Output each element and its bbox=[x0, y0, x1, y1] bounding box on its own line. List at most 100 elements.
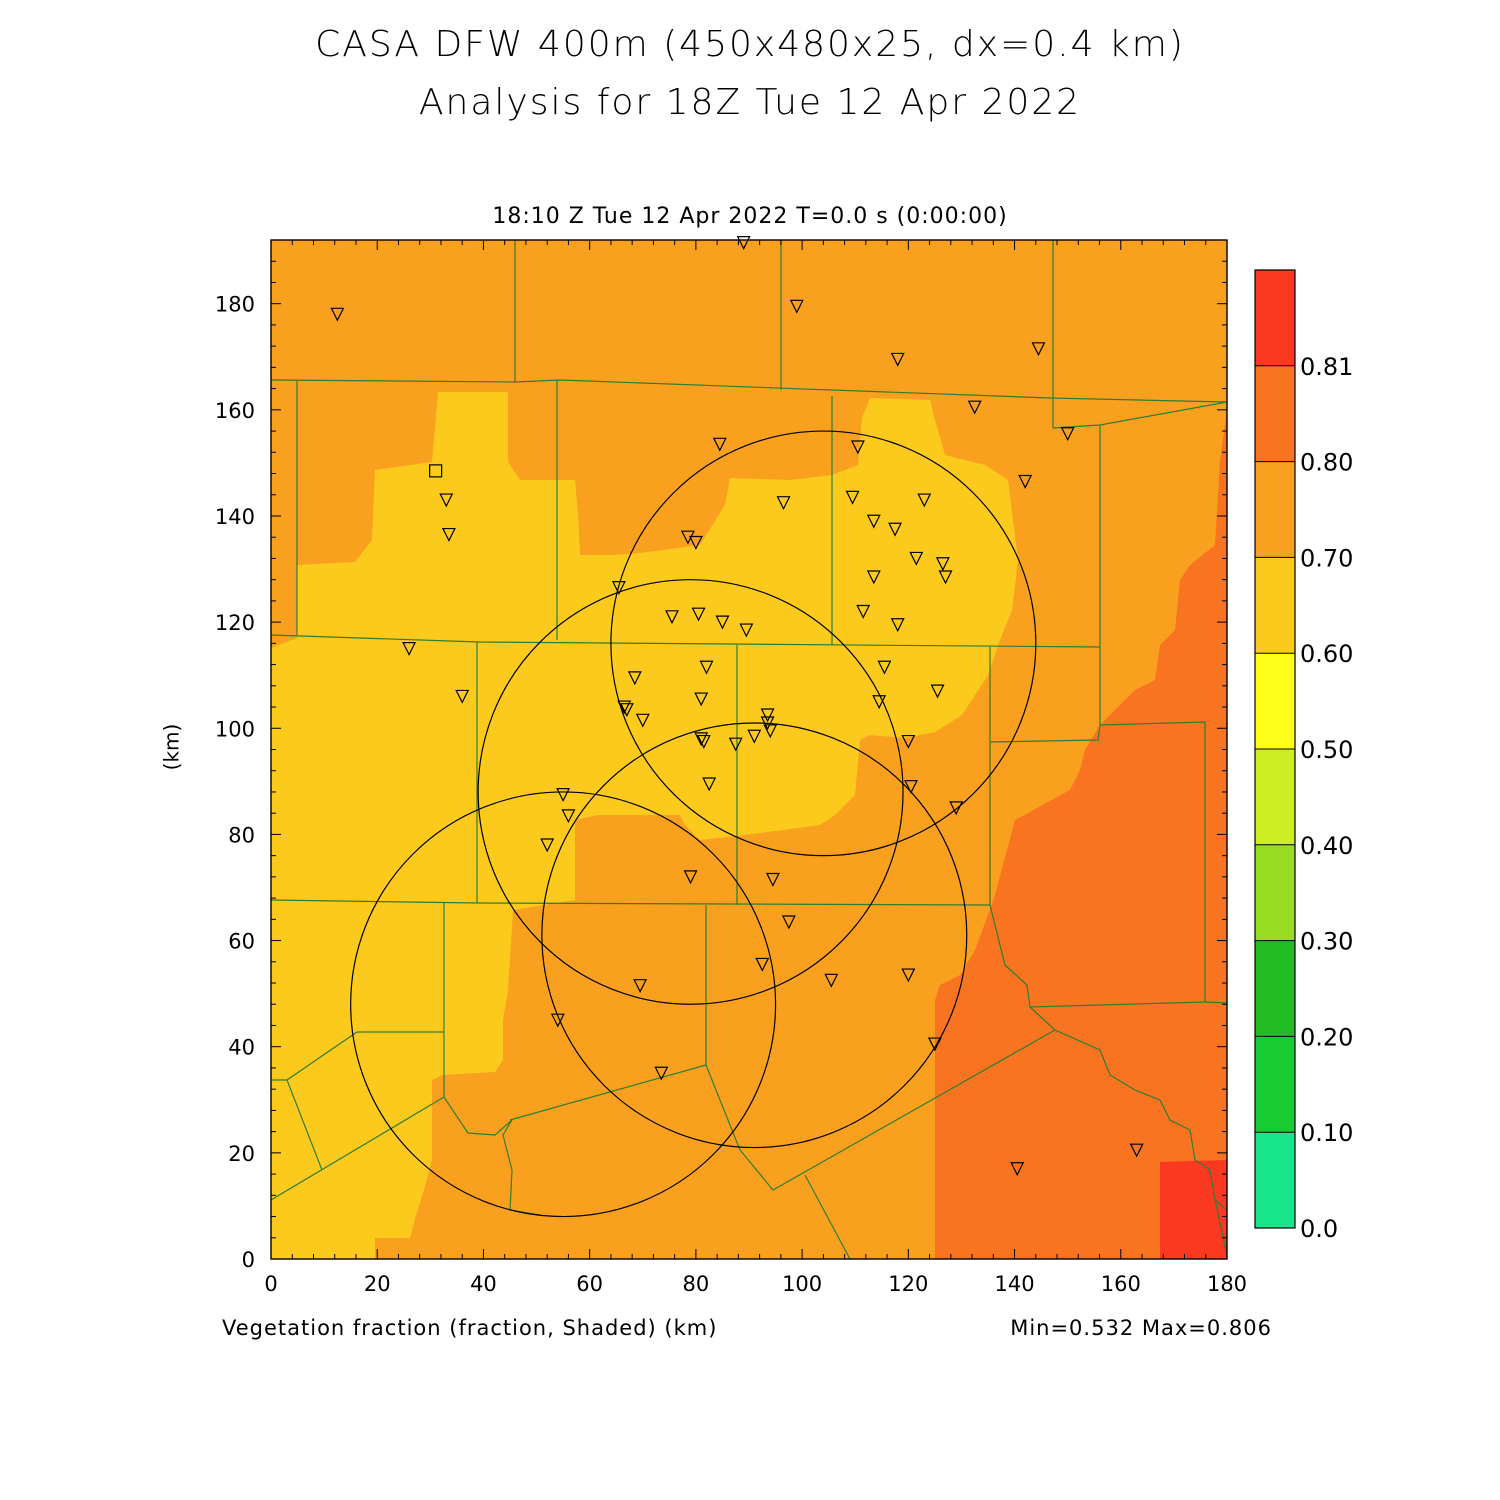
station-marker bbox=[765, 872, 780, 887]
station-marker bbox=[694, 692, 709, 707]
x-tick-label: 160 bbox=[1101, 1272, 1141, 1296]
colorbar-label: 0.10 bbox=[1300, 1119, 1353, 1147]
colorbar-swatch bbox=[1255, 1036, 1295, 1133]
station-marker bbox=[556, 788, 571, 802]
colorbar-swatch bbox=[1255, 844, 1295, 941]
colorbar-swatch bbox=[1255, 1132, 1295, 1228]
station-marker bbox=[935, 557, 950, 572]
station-marker bbox=[1018, 474, 1033, 489]
station-marker bbox=[949, 801, 964, 816]
title-line-1: CASA DFW 400m (450x480x25, dx=0.4 km) bbox=[315, 24, 1185, 65]
colorbar-swatch bbox=[1255, 365, 1295, 462]
station-marker bbox=[856, 604, 871, 619]
station-marker bbox=[890, 618, 905, 633]
station-marker bbox=[439, 493, 454, 508]
radar-ring-3 bbox=[541, 722, 968, 1149]
x-tick-label: 180 bbox=[1207, 1272, 1247, 1296]
station-marker bbox=[683, 870, 698, 885]
colorbar-label: 0.70 bbox=[1300, 544, 1353, 572]
x-tick-label: 20 bbox=[364, 1272, 391, 1296]
x-tick-label: 120 bbox=[888, 1272, 928, 1296]
station-marker bbox=[763, 724, 778, 739]
shaded-field bbox=[271, 240, 1227, 1259]
station-marker bbox=[776, 496, 791, 511]
colorbar-label: 0.60 bbox=[1300, 640, 1353, 668]
colorbar-swatch bbox=[1255, 749, 1295, 845]
station-marker bbox=[938, 570, 953, 585]
station-marker bbox=[901, 734, 916, 749]
county-boundaries bbox=[271, 240, 1227, 1259]
colorbar-label: 0.50 bbox=[1300, 736, 1353, 764]
radar-ring-2 bbox=[610, 430, 1037, 857]
station-marker bbox=[455, 689, 470, 704]
station-marker bbox=[611, 581, 626, 595]
x-tick-label: 140 bbox=[995, 1272, 1035, 1296]
y-tick-label: 180 bbox=[215, 293, 255, 317]
station-marker bbox=[888, 522, 903, 537]
colorbar-label: 0.40 bbox=[1300, 832, 1353, 860]
station-marker bbox=[680, 530, 695, 545]
square-site-marker bbox=[429, 464, 443, 478]
colorbar-label: 0.0 bbox=[1300, 1215, 1338, 1243]
station-marker bbox=[877, 660, 892, 675]
station-marker bbox=[760, 708, 775, 723]
station-marker bbox=[927, 1037, 942, 1052]
footer-variable-label: Vegetation fraction (fraction, Shaded) (… bbox=[222, 1316, 718, 1340]
station-marker bbox=[739, 623, 754, 638]
station-marker bbox=[330, 307, 345, 322]
y-tick-label: 100 bbox=[215, 717, 255, 741]
station-marker bbox=[890, 352, 905, 367]
station-marker bbox=[691, 607, 706, 622]
station-marker bbox=[561, 809, 576, 824]
colorbar-swatch bbox=[1255, 461, 1295, 558]
shade-0.50-0.60-region bbox=[271, 392, 1018, 1259]
station-marker bbox=[904, 780, 918, 794]
y-tick-label: 80 bbox=[228, 823, 255, 847]
station-marker bbox=[617, 700, 632, 715]
station-marker bbox=[917, 493, 932, 508]
station-marker bbox=[688, 535, 703, 550]
y-tick-label: 0 bbox=[242, 1248, 255, 1272]
station-marker bbox=[441, 527, 456, 542]
y-tick-label: 160 bbox=[215, 399, 255, 423]
station-marker bbox=[715, 615, 730, 630]
station-marker bbox=[654, 1066, 669, 1081]
station-marker bbox=[781, 915, 796, 930]
y-tick-label: 40 bbox=[228, 1036, 255, 1060]
colorbar-label: 0.20 bbox=[1300, 1023, 1353, 1051]
station-marker bbox=[627, 671, 642, 686]
x-tick-label: 0 bbox=[264, 1272, 277, 1296]
radar-range-rings bbox=[350, 430, 1037, 1218]
station-marker bbox=[755, 957, 770, 972]
station-marker bbox=[1031, 342, 1046, 357]
station-marker bbox=[694, 732, 709, 747]
radar-ring-1 bbox=[477, 579, 904, 1005]
y-tick-label: 60 bbox=[228, 930, 255, 954]
colorbar-label: 0.80 bbox=[1300, 449, 1353, 477]
colorbar-swatch bbox=[1255, 557, 1295, 654]
station-marker bbox=[540, 838, 555, 853]
station-marker bbox=[635, 713, 650, 728]
plot-subtitle: 18:10 Z Tue 12 Apr 2022 T=0.0 s (0:00:00… bbox=[492, 204, 1008, 229]
station-marker bbox=[866, 514, 881, 529]
station-marker bbox=[550, 1013, 565, 1028]
station-markers bbox=[330, 236, 1144, 1177]
station-marker bbox=[712, 437, 727, 452]
station-marker bbox=[872, 695, 887, 710]
station-marker bbox=[402, 642, 417, 657]
title-line-2: Analysis for 18Z Tue 12 Apr 2022 bbox=[418, 82, 1082, 123]
x-tick-label: 40 bbox=[470, 1272, 497, 1296]
station-marker bbox=[930, 684, 945, 699]
station-marker bbox=[850, 440, 865, 455]
x-tick-label: 80 bbox=[683, 1272, 710, 1296]
station-marker bbox=[702, 777, 717, 792]
colorbar-swatch bbox=[1255, 940, 1295, 1037]
x-tick-label: 60 bbox=[576, 1272, 603, 1296]
station-marker bbox=[736, 236, 751, 250]
colorbar-label: 0.81 bbox=[1300, 353, 1353, 381]
radar-ring-4 bbox=[350, 791, 777, 1218]
station-marker bbox=[728, 737, 743, 752]
axes: 0 20 40 60 80 100 120 140 160 180 0 20 40 60 80 100 120 1… bbox=[215, 239, 1247, 1296]
station-marker bbox=[665, 610, 679, 625]
